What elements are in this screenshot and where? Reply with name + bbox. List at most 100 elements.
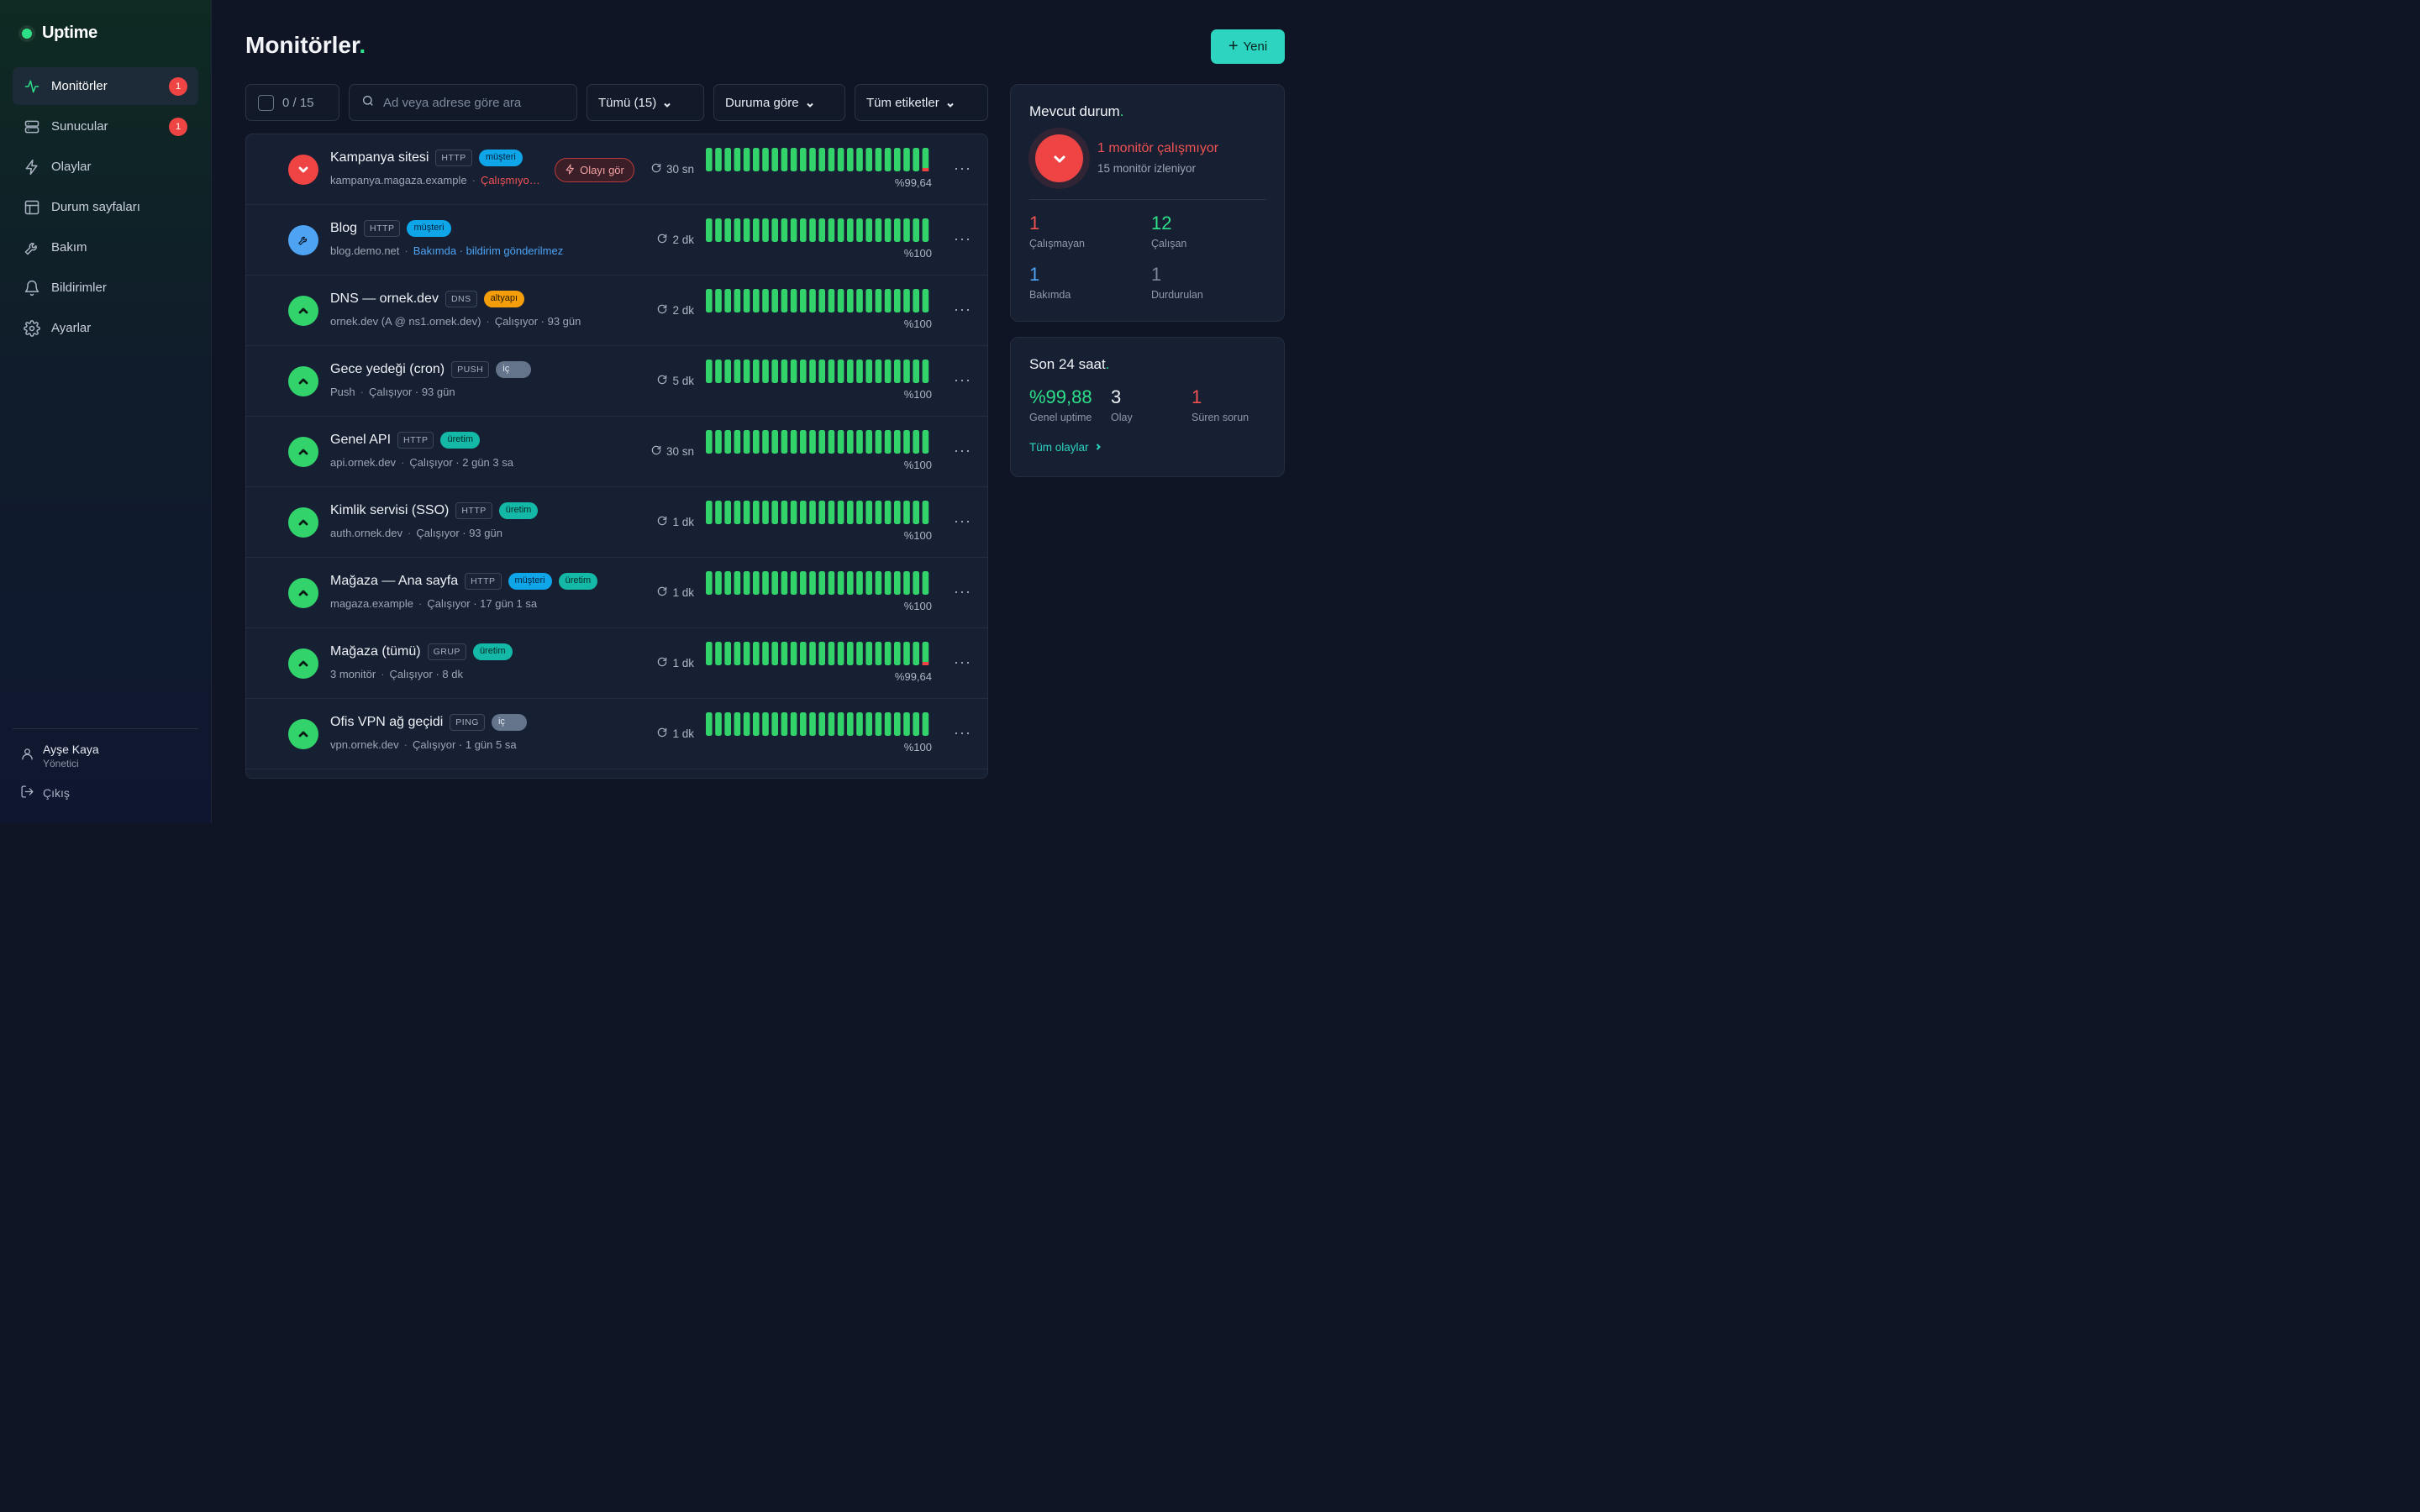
user-profile[interactable]: Ayşe Kaya Yönetici xyxy=(20,743,99,769)
checkbox-icon[interactable] xyxy=(258,94,274,111)
heartbeat-bar[interactable] xyxy=(903,642,910,665)
more-options-icon[interactable]: ··· xyxy=(954,160,971,176)
heartbeat-bar[interactable] xyxy=(875,218,882,242)
heartbeat-bar[interactable] xyxy=(913,571,919,595)
heartbeat-bar[interactable] xyxy=(922,360,929,383)
heartbeat-bar[interactable] xyxy=(809,501,816,524)
heartbeat-bar[interactable] xyxy=(903,571,910,595)
heartbeat-bar[interactable] xyxy=(903,712,910,736)
heartbeat-bar[interactable] xyxy=(771,218,778,242)
monitor-name[interactable]: Blog xyxy=(330,221,358,235)
heartbeat-bar[interactable] xyxy=(828,430,835,454)
heartbeat-bar[interactable] xyxy=(734,712,741,736)
heartbeat-bar[interactable] xyxy=(913,148,919,171)
heartbeat-bar[interactable] xyxy=(818,218,825,242)
heartbeat-bar[interactable] xyxy=(790,712,797,736)
heartbeat-bar[interactable] xyxy=(753,218,760,242)
heartbeat-bar[interactable] xyxy=(837,360,844,383)
heartbeat-bar[interactable] xyxy=(781,218,788,242)
table-row[interactable]: Kimlik servisi (SSO) HTTP üretim auth.or… xyxy=(246,487,987,558)
heartbeat-bar[interactable] xyxy=(922,642,929,665)
heartbeat-bar[interactable] xyxy=(790,148,797,171)
heartbeat-bar[interactable] xyxy=(724,712,731,736)
heartbeat-bar[interactable] xyxy=(800,218,807,242)
heartbeat-bar[interactable] xyxy=(743,430,750,454)
heartbeat-bar[interactable] xyxy=(875,712,882,736)
heartbeat-bar[interactable] xyxy=(781,289,788,312)
heartbeat-bar[interactable] xyxy=(743,571,750,595)
heartbeat-bar[interactable] xyxy=(884,712,892,736)
heartbeat-bar[interactable] xyxy=(715,289,722,312)
heartbeat-bar[interactable] xyxy=(875,148,882,171)
heartbeat-bar[interactable] xyxy=(913,430,919,454)
heartbeat-bar[interactable] xyxy=(884,218,892,242)
table-row[interactable]: DNS — ornek.dev DNS altyapı ornek.dev (A… xyxy=(246,276,987,346)
monitor-name[interactable]: Kimlik servisi (SSO) xyxy=(330,503,450,517)
heartbeat-bar[interactable] xyxy=(715,501,722,524)
heartbeat-bar[interactable] xyxy=(706,218,713,242)
heartbeat-bar[interactable] xyxy=(837,501,844,524)
heartbeat-bar[interactable] xyxy=(818,430,825,454)
heartbeat-bar[interactable] xyxy=(790,360,797,383)
heartbeat-bar[interactable] xyxy=(790,501,797,524)
heartbeat-bar[interactable] xyxy=(743,712,750,736)
heartbeat-bar[interactable] xyxy=(903,501,910,524)
heartbeat-bar[interactable] xyxy=(865,289,872,312)
heartbeat-bar[interactable] xyxy=(771,148,778,171)
heartbeat-bar[interactable] xyxy=(837,289,844,312)
heartbeat-bar[interactable] xyxy=(828,501,835,524)
heartbeat-bar[interactable] xyxy=(771,571,778,595)
more-options-icon[interactable]: ··· xyxy=(954,654,971,670)
monitor-name[interactable]: Gece yedeği (cron) xyxy=(330,362,445,376)
heartbeat-bar[interactable] xyxy=(762,360,769,383)
heartbeat-bar[interactable] xyxy=(903,218,910,242)
heartbeat-bar[interactable] xyxy=(809,642,816,665)
heartbeat-bar[interactable] xyxy=(809,571,816,595)
heartbeat-bar[interactable] xyxy=(828,571,835,595)
heartbeat-bar[interactable] xyxy=(856,430,863,454)
heartbeat-bar[interactable] xyxy=(865,642,872,665)
heartbeat-bar[interactable] xyxy=(875,430,882,454)
heartbeat-bar[interactable] xyxy=(724,360,731,383)
heartbeat-bar[interactable] xyxy=(894,430,901,454)
heartbeat-bar[interactable] xyxy=(837,430,844,454)
heartbeat-bar[interactable] xyxy=(753,148,760,171)
heartbeat-bar[interactable] xyxy=(743,360,750,383)
heartbeat-bar[interactable] xyxy=(753,571,760,595)
heartbeat-bar[interactable] xyxy=(809,289,816,312)
heartbeat-bar[interactable] xyxy=(818,571,825,595)
heartbeat-bar[interactable] xyxy=(790,289,797,312)
heartbeat-bar[interactable] xyxy=(922,148,929,171)
heartbeat-bar[interactable] xyxy=(922,289,929,312)
heartbeat-bar[interactable] xyxy=(724,501,731,524)
heartbeat-bar[interactable] xyxy=(847,148,854,171)
heartbeat-bar[interactable] xyxy=(753,289,760,312)
heartbeat-bar[interactable] xyxy=(724,430,731,454)
heartbeat-bar[interactable] xyxy=(715,360,722,383)
heartbeat-bar[interactable] xyxy=(753,360,760,383)
view-incident-button[interactable]: Olayı gör xyxy=(555,158,634,182)
heartbeat-bar[interactable] xyxy=(781,360,788,383)
heartbeat-bar[interactable] xyxy=(922,430,929,454)
heartbeat-bar[interactable] xyxy=(828,289,835,312)
heartbeat-bar[interactable] xyxy=(724,218,731,242)
heartbeat-bar[interactable] xyxy=(875,501,882,524)
heartbeat-bar[interactable] xyxy=(847,218,854,242)
heartbeat-bar[interactable] xyxy=(781,430,788,454)
sidebar-item-monitors[interactable]: Monitörler 1 xyxy=(13,67,198,105)
heartbeat-bar[interactable] xyxy=(865,218,872,242)
heartbeat-bar[interactable] xyxy=(922,501,929,524)
more-options-icon[interactable]: ··· xyxy=(954,371,971,388)
heartbeat-bar[interactable] xyxy=(800,642,807,665)
heartbeat-bar[interactable] xyxy=(781,148,788,171)
heartbeat-bar[interactable] xyxy=(706,148,713,171)
heartbeat-bar[interactable] xyxy=(715,571,722,595)
heartbeat-bar[interactable] xyxy=(818,501,825,524)
heartbeat-bar[interactable] xyxy=(884,360,892,383)
heartbeat-bar[interactable] xyxy=(771,360,778,383)
heartbeat-bar[interactable] xyxy=(743,148,750,171)
heartbeat-bar[interactable] xyxy=(706,501,713,524)
heartbeat-bar[interactable] xyxy=(837,218,844,242)
heartbeat-bar[interactable] xyxy=(781,642,788,665)
heartbeat-bar[interactable] xyxy=(809,218,816,242)
